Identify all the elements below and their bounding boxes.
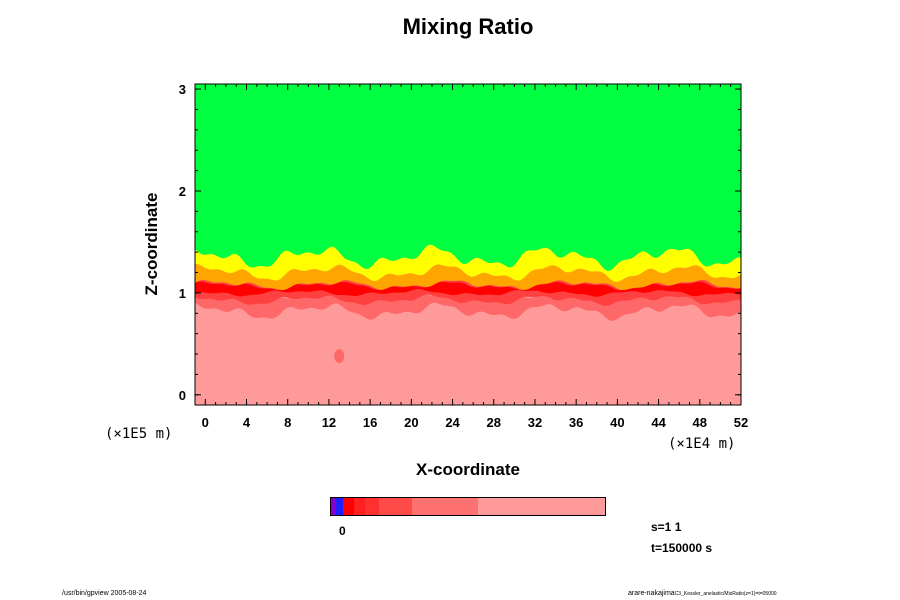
y-tick-label: 3	[179, 82, 186, 97]
colorbar-segment	[477, 498, 605, 515]
chart-title: Mixing Ratio	[402, 14, 534, 39]
y-axis-label: Z-coordinate	[142, 192, 161, 296]
x-tick-label: 24	[445, 415, 460, 430]
x-tick-label: 36	[569, 415, 583, 430]
colorbar-segment	[365, 498, 379, 515]
y-tick-label: 1	[179, 286, 186, 301]
x-tick-label: 0	[202, 415, 209, 430]
field-blob	[334, 349, 345, 364]
colorbar	[330, 497, 606, 516]
plot-frame	[194, 83, 742, 406]
t-info: t=150000 s	[651, 541, 713, 555]
x-tick-label: 28	[487, 415, 501, 430]
x-tick-label: 44	[651, 415, 666, 430]
colorbar-segment	[354, 498, 366, 515]
colorbar-segment	[336, 498, 344, 515]
s-info: s=1 1	[651, 520, 682, 534]
y-axis-unit: (×1E5 m)	[105, 426, 173, 442]
field-layer-green	[195, 84, 741, 272]
x-tick-label: 8	[284, 415, 291, 430]
y-tick-label: 0	[179, 388, 186, 403]
x-tick-label: 20	[404, 415, 418, 430]
field-layer-yellow	[195, 244, 741, 282]
mixing-ratio-field	[195, 84, 741, 405]
colorbar-segment	[343, 498, 355, 515]
footer-right-main: arare-nakajima	[628, 590, 675, 597]
x-tick-label: 12	[322, 415, 336, 430]
field-layer-redcore	[195, 281, 741, 297]
field-layer-orange	[195, 263, 741, 290]
colorbar-segment	[331, 498, 337, 515]
x-tick-label: 32	[528, 415, 542, 430]
footer-right: arare-nakajimaC3_Kessler_anelastic/MixRa…	[628, 590, 777, 597]
x-tick-label: 16	[363, 415, 377, 430]
x-axis-label: X-coordinate	[416, 460, 520, 479]
x-tick-label: 40	[610, 415, 624, 430]
x-tick-label: 52	[734, 415, 748, 430]
y-tick-label: 2	[179, 184, 186, 199]
x-tick-label: 48	[693, 415, 707, 430]
x-axis-unit: (×1E4 m)	[668, 436, 736, 452]
x-tick-label: 4	[243, 415, 251, 430]
footer-right-sub: C3_Kessler_anelastic/MixRatio(z=1)=t=050…	[674, 591, 777, 597]
colorbar-segment	[411, 498, 478, 515]
colorbar-segment	[378, 498, 412, 515]
footer-left: /usr/bin/gpview 2005-08-24	[62, 590, 147, 597]
colorbar-zero-label: 0	[339, 524, 346, 538]
